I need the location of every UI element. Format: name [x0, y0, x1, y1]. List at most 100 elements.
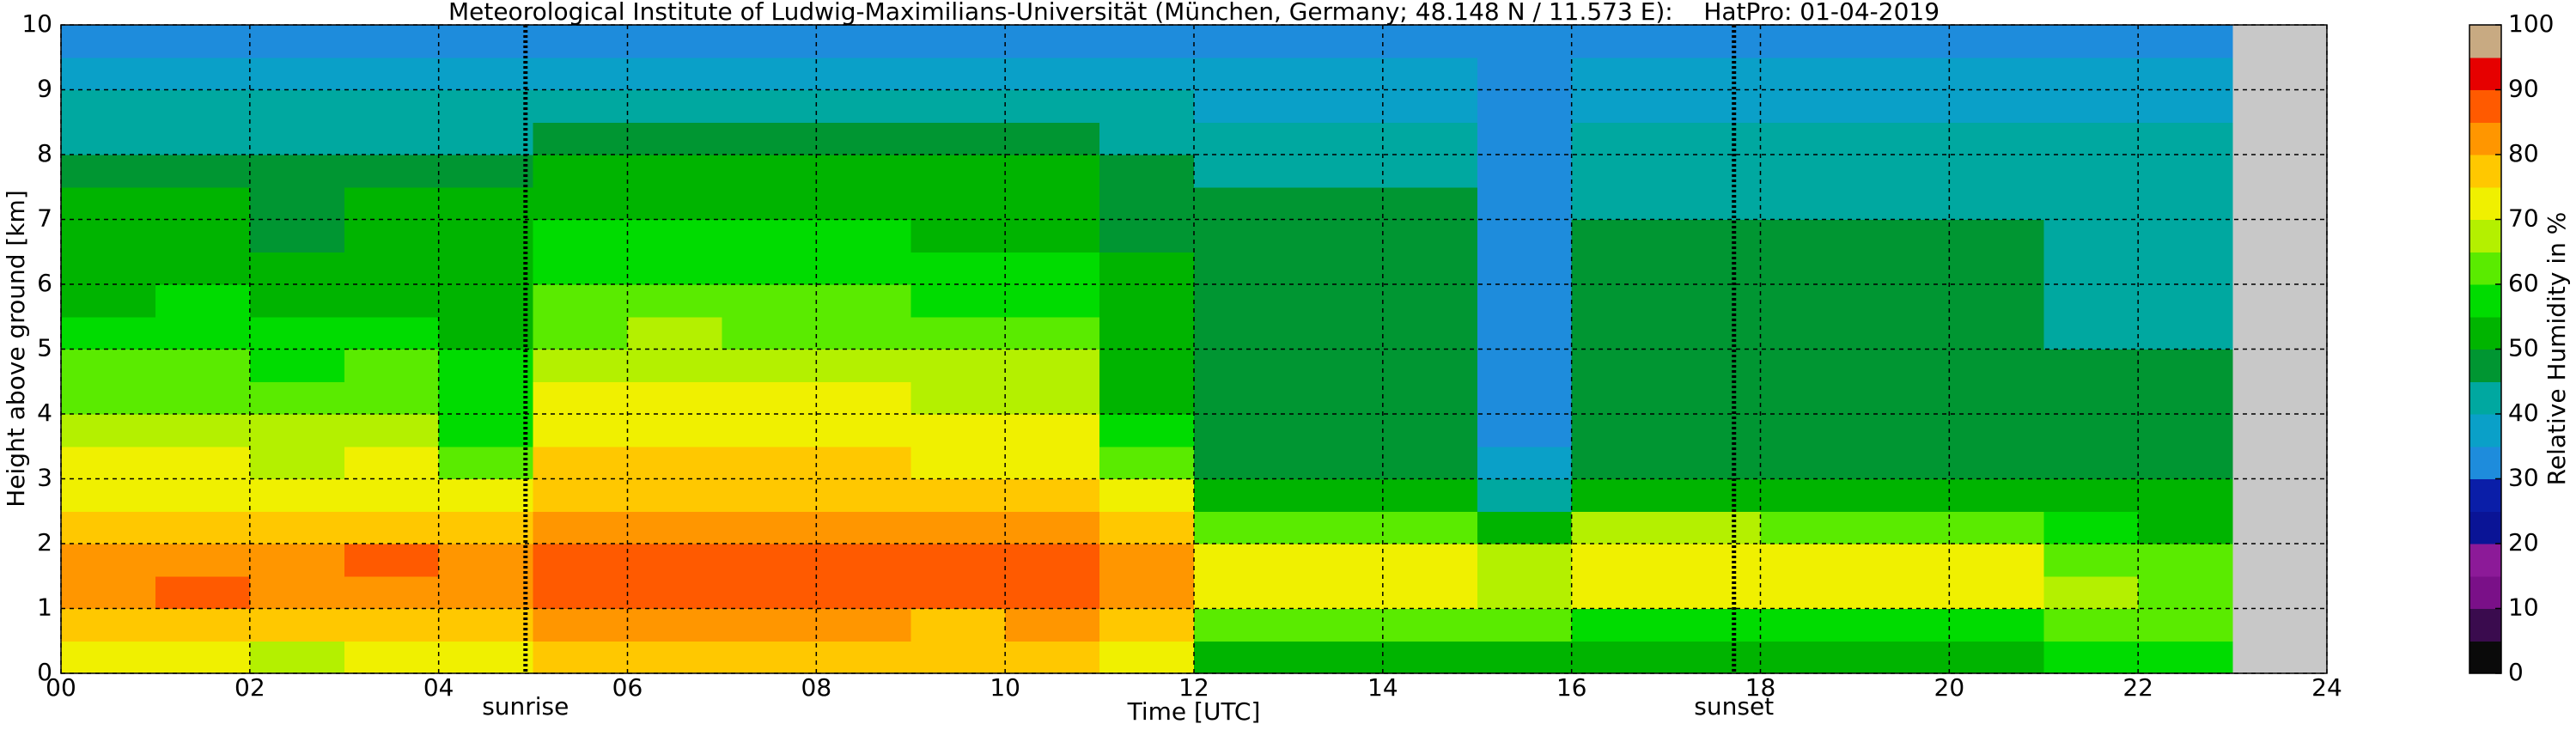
heatmap-cell: [438, 381, 534, 415]
heatmap-cell: [1099, 575, 1195, 610]
heatmap-cell: [1477, 381, 1573, 415]
heatmap-cell: [61, 511, 156, 544]
colorbar-tick-label: 80: [2508, 139, 2539, 167]
heatmap-cell: [1666, 89, 1762, 123]
heatmap-cell: [1288, 316, 1384, 350]
heatmap-cell: [249, 608, 345, 642]
heatmap-cell: [1666, 284, 1762, 318]
heatmap-cell: [1854, 414, 1950, 447]
heatmap-cell: [627, 89, 723, 123]
heatmap-cell: [2043, 511, 2139, 544]
heatmap-cell: [1854, 252, 1950, 285]
colorbar-segment: [2469, 252, 2501, 285]
heatmap-cell: [722, 349, 817, 382]
heatmap-cell: [438, 446, 534, 480]
heatmap-cell: [533, 575, 629, 610]
heatmap-cell: [627, 511, 723, 544]
colorbar-tick-label: 30: [2508, 464, 2539, 492]
heatmap-cell: [1477, 155, 1573, 188]
heatmap-cell: [2138, 446, 2233, 480]
heatmap-cell: [1571, 284, 1667, 318]
heatmap-cell: [1099, 349, 1195, 382]
heatmap-cell: [2043, 641, 2139, 674]
heatmap-cell: [438, 155, 534, 188]
heatmap-cell: [1571, 186, 1667, 221]
heatmap-cell: [438, 608, 534, 642]
heatmap-cell: [1288, 478, 1384, 512]
heatmap-cell: [1005, 89, 1100, 123]
heatmap-cell: [533, 25, 629, 58]
colorbar-segment: [2469, 155, 2501, 188]
heatmap-cell: [1194, 219, 1289, 252]
y-tick-label: 4: [37, 398, 52, 427]
heatmap-cell: [61, 219, 156, 252]
heatmap-cell: [61, 349, 156, 382]
heatmap-cell: [627, 219, 723, 252]
heatmap-cell: [155, 544, 251, 577]
heatmap-cell: [1005, 381, 1100, 415]
heatmap-cell: [1382, 25, 1478, 58]
heatmap-cell: [1760, 219, 1856, 252]
x-tick-label: 16: [1556, 673, 1587, 702]
heatmap-cell: [722, 25, 817, 58]
heatmap-cell: [816, 57, 911, 91]
heatmap-cell: [1382, 252, 1478, 285]
heatmap-cell: [533, 122, 629, 155]
heatmap-cell: [1382, 122, 1478, 155]
heatmap-cell: [910, 414, 1006, 447]
heatmap-cell: [1099, 219, 1195, 252]
heatmap-cell: [2138, 478, 2233, 512]
heatmap-cell: [155, 641, 251, 674]
heatmap-cell: [438, 219, 534, 252]
y-tick-label: 10: [21, 9, 52, 38]
heatmap-cell: [1288, 414, 1384, 447]
heatmap-cell: [344, 219, 440, 252]
heatmap-cell: [1949, 284, 2044, 318]
heatmap-cell: [533, 511, 629, 544]
heatmap-cell: [61, 284, 156, 318]
heatmap-cell: [722, 252, 817, 285]
heatmap-cell: [2138, 122, 2233, 155]
heatmap-cell: [155, 155, 251, 188]
heatmap-cell: [1571, 544, 1667, 577]
heatmap-cell: [1854, 511, 1950, 544]
colorbar-segment: [2469, 219, 2501, 252]
heatmap-cell: [1288, 381, 1384, 415]
colorbar-tick-label: 90: [2508, 75, 2539, 103]
heatmap-cell: [627, 186, 723, 221]
y-tick-label: 0: [37, 658, 52, 686]
colorbar-tick-label: 60: [2508, 269, 2539, 297]
heatmap-cell: [722, 284, 817, 318]
heatmap-cell: [1099, 89, 1195, 123]
heatmap-cell: [1194, 57, 1289, 91]
heatmap-cell: [249, 284, 345, 318]
heatmap-cell: [1382, 446, 1478, 480]
x-tick-label: 04: [423, 673, 454, 702]
heatmap-cell: [1666, 122, 1762, 155]
heatmap-cell: [627, 284, 723, 318]
heatmap-cell: [1005, 252, 1100, 285]
x-tick-label: 20: [1934, 673, 1965, 702]
heatmap-cell: [344, 284, 440, 318]
heatmap-cell: [1760, 122, 1856, 155]
colorbar-segment: [2469, 25, 2501, 58]
heatmap-cell: [1005, 316, 1100, 350]
heatmap-cell: [627, 478, 723, 512]
heatmap-cell: [1949, 155, 2044, 188]
heatmap-cell: [910, 219, 1006, 252]
heatmap-cell: [1005, 641, 1100, 674]
heatmap-cell: [344, 381, 440, 415]
heatmap-cell: [627, 155, 723, 188]
heatmap-cell: [1666, 608, 1762, 642]
heatmap-cell: [155, 89, 251, 123]
heatmap-cell: [1949, 25, 2044, 58]
plot-frame: [60, 24, 2328, 674]
heatmap-cell: [2043, 122, 2139, 155]
heatmap-cell: [1194, 641, 1289, 674]
colorbar-tick-label: 40: [2508, 398, 2539, 427]
heatmap-cell: [2138, 284, 2233, 318]
y-tick-label: 7: [37, 204, 52, 233]
heatmap-cell: [344, 186, 440, 221]
heatmap-cell: [1854, 608, 1950, 642]
heatmap-cell: [1194, 349, 1289, 382]
